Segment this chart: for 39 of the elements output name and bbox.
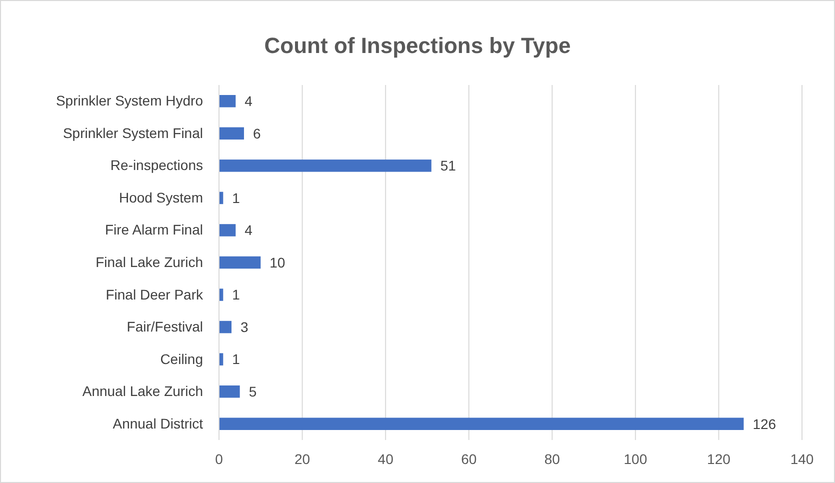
x-tick-label: 40 [378, 450, 394, 467]
data-label: 1 [232, 351, 240, 368]
y-tick-label: Fire Alarm Final [104, 222, 203, 238]
y-tick-label: Sprinkler System Final [62, 124, 203, 141]
bar [219, 418, 744, 430]
data-label: 3 [240, 318, 248, 335]
bar [219, 320, 232, 334]
y-tick-label: Re-inspections [110, 157, 203, 174]
data-label: 1 [232, 190, 240, 206]
data-label: 51 [440, 158, 456, 174]
bar [219, 224, 236, 236]
data-label: 4 [244, 222, 253, 238]
y-tick-label: Final Lake Zurich [96, 254, 203, 270]
bar [219, 95, 236, 108]
x-tick-label: 140 [790, 450, 814, 467]
data-label: 4 [244, 93, 253, 110]
bar [219, 385, 240, 398]
x-tick-label: 0 [215, 450, 224, 467]
x-tick-label: 120 [707, 450, 731, 467]
data-label: 10 [270, 254, 286, 270]
bar [219, 127, 244, 140]
data-label: 6 [252, 125, 261, 142]
x-tick-label: 80 [544, 450, 560, 467]
x-tick-label: 100 [624, 450, 648, 467]
data-label: 5 [248, 383, 257, 400]
y-tick-label: Sprinkler System Hydro [56, 92, 204, 109]
bar [219, 256, 261, 269]
y-tick-label: Final Deer Park [106, 286, 204, 302]
data-label: 1 [232, 286, 240, 303]
chart-title: Count of Inspections by Type [264, 33, 571, 58]
y-tick-label: Fair/Festival [126, 318, 203, 335]
data-label: 126 [752, 416, 776, 432]
bar [219, 160, 432, 172]
y-tick-label: Hood System [118, 189, 203, 206]
y-tick-label: Annual Lake Zurich [82, 383, 203, 400]
x-tick-label: 60 [461, 450, 477, 467]
x-tick-label: 20 [294, 450, 310, 467]
y-tick-label: Ceiling [160, 350, 203, 367]
y-tick-label: Annual District [112, 415, 204, 432]
